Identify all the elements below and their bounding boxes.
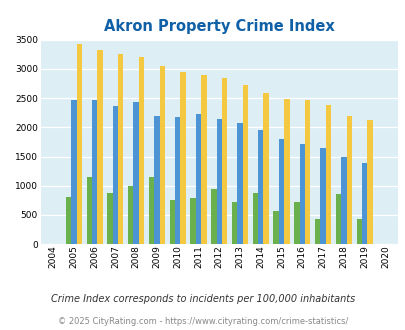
Bar [242, 85, 247, 244]
Title: Akron Property Crime Index: Akron Property Crime Index [104, 19, 334, 34]
Bar [159, 66, 164, 244]
Bar [335, 194, 340, 244]
Bar [237, 123, 242, 244]
Bar [71, 100, 77, 244]
Bar [128, 186, 133, 244]
Bar [66, 197, 71, 244]
Bar [77, 44, 82, 244]
Bar [314, 219, 320, 244]
Bar [325, 105, 330, 244]
Bar [86, 177, 92, 244]
Bar [149, 177, 154, 244]
Bar [284, 99, 289, 244]
Bar [200, 75, 206, 244]
Bar [216, 118, 222, 244]
Bar [133, 102, 139, 244]
Bar [92, 100, 97, 244]
Bar [190, 198, 195, 244]
Bar [273, 211, 278, 244]
Bar [211, 189, 216, 244]
Bar [195, 114, 200, 244]
Bar [304, 100, 310, 244]
Legend: Akron, Pennsylvania, National: Akron, Pennsylvania, National [75, 327, 362, 330]
Bar [107, 193, 113, 244]
Bar [222, 78, 227, 244]
Bar [113, 106, 118, 244]
Bar [278, 139, 284, 244]
Bar [169, 200, 175, 244]
Bar [294, 202, 299, 244]
Bar [231, 202, 237, 244]
Bar [258, 130, 263, 244]
Bar [97, 50, 102, 244]
Bar [139, 57, 144, 244]
Bar [263, 93, 268, 244]
Bar [118, 54, 123, 244]
Bar [252, 193, 258, 244]
Bar [361, 163, 367, 244]
Bar [180, 72, 185, 244]
Text: © 2025 CityRating.com - https://www.cityrating.com/crime-statistics/: © 2025 CityRating.com - https://www.city… [58, 317, 347, 326]
Bar [346, 115, 351, 244]
Bar [367, 120, 372, 244]
Bar [320, 148, 325, 244]
Bar [299, 144, 304, 244]
Bar [340, 156, 346, 244]
Bar [356, 219, 361, 244]
Bar [175, 117, 180, 244]
Bar [154, 115, 159, 244]
Text: Crime Index corresponds to incidents per 100,000 inhabitants: Crime Index corresponds to incidents per… [51, 294, 354, 304]
